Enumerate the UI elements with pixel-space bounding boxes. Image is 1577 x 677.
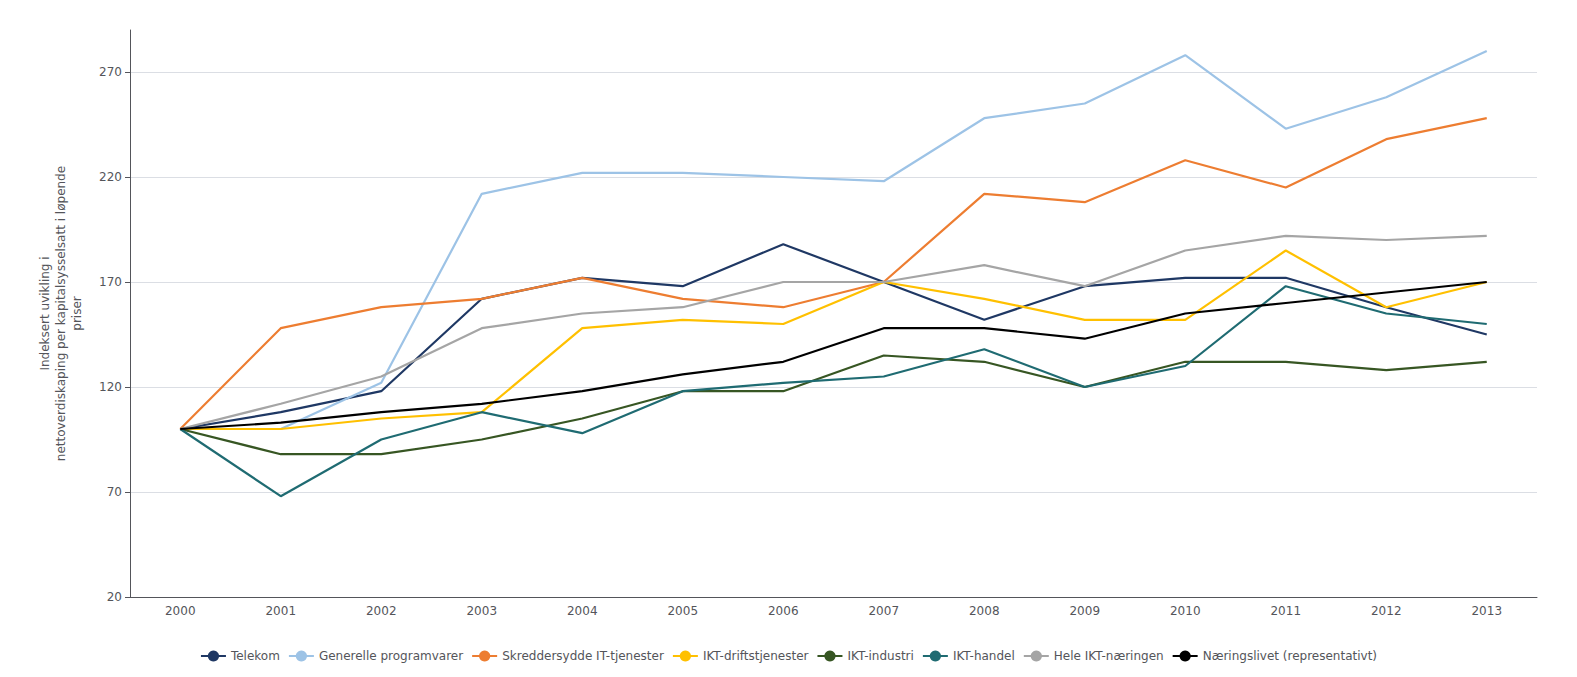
svg-text:2010: 2010 (1170, 604, 1201, 618)
svg-text:2009: 2009 (1069, 604, 1100, 618)
svg-text:120: 120 (99, 380, 122, 394)
svg-text:2003: 2003 (466, 604, 497, 618)
svg-text:Telekom: Telekom (230, 649, 280, 663)
svg-text:Hele IKT-næringen: Hele IKT-næringen (1054, 649, 1164, 663)
svg-text:270: 270 (99, 65, 122, 79)
svg-text:2000: 2000 (165, 604, 196, 618)
svg-text:2004: 2004 (567, 604, 598, 618)
svg-text:Næringslivet (representativt): Næringslivet (representativt) (1203, 649, 1377, 663)
svg-text:2002: 2002 (366, 604, 397, 618)
svg-text:2001: 2001 (265, 604, 296, 618)
svg-text:220: 220 (99, 170, 122, 184)
svg-text:20: 20 (107, 590, 122, 604)
svg-text:nettoverdiskaping per kapitals: nettoverdiskaping per kapitalsysselsatt … (54, 166, 68, 461)
svg-text:2011: 2011 (1270, 604, 1301, 618)
svg-text:2005: 2005 (667, 604, 698, 618)
svg-text:2007: 2007 (868, 604, 899, 618)
svg-text:Generelle programvarer: Generelle programvarer (319, 649, 463, 663)
svg-text:IKT-driftstjenester: IKT-driftstjenester (703, 649, 809, 663)
svg-text:IKT-handel: IKT-handel (953, 649, 1015, 663)
svg-text:Indeksert uvikling i: Indeksert uvikling i (38, 256, 52, 370)
svg-text:priser: priser (70, 296, 84, 331)
svg-text:2006: 2006 (768, 604, 799, 618)
svg-text:Skreddersydde IT-tjenester: Skreddersydde IT-tjenester (502, 649, 664, 663)
svg-text:2012: 2012 (1371, 604, 1402, 618)
svg-text:170: 170 (99, 275, 122, 289)
svg-text:IKT-industri: IKT-industri (847, 649, 913, 663)
svg-text:2013: 2013 (1471, 604, 1502, 618)
svg-text:70: 70 (107, 485, 122, 499)
svg-text:2008: 2008 (969, 604, 1000, 618)
